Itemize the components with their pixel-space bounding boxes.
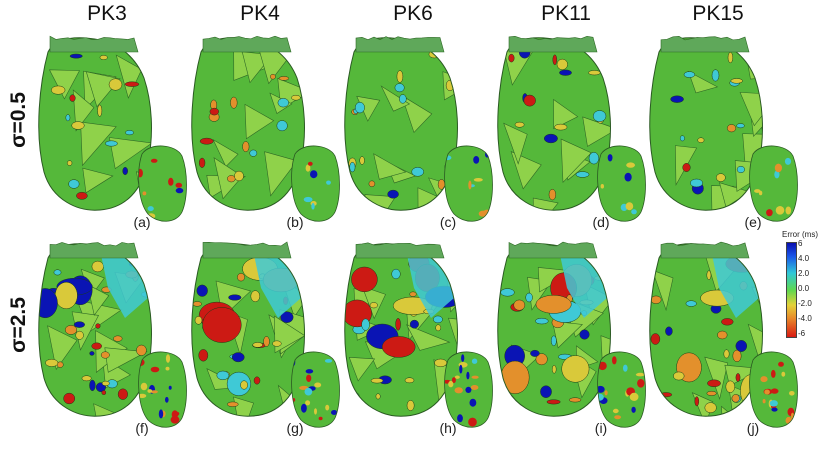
colorbar-tick: 4.0 xyxy=(798,254,810,263)
heart-panel xyxy=(641,22,801,232)
heart-error-map xyxy=(649,36,798,222)
heart-error-map xyxy=(38,242,187,428)
heart-panel xyxy=(30,22,190,232)
panel-label: (a) xyxy=(133,214,151,230)
colorbar-tick: -2.0 xyxy=(798,299,812,308)
colorbar-tick: -4.0 xyxy=(798,314,812,323)
heart-panel xyxy=(183,228,343,438)
column-title-pk6: PK6 xyxy=(393,2,433,25)
heart-error-map xyxy=(38,35,187,222)
panel-label: (e) xyxy=(744,214,762,230)
heart-panel xyxy=(641,228,801,438)
colorbar-gradient xyxy=(786,242,797,338)
heart-panel xyxy=(489,228,649,438)
heart-error-map xyxy=(497,35,646,222)
panel-label: (d) xyxy=(592,214,610,230)
panel-label: (c) xyxy=(439,214,457,230)
panel-label: (j) xyxy=(746,420,760,436)
panel-label: (i) xyxy=(594,420,608,436)
panel-label: (g) xyxy=(286,420,304,436)
panel-label: (b) xyxy=(286,214,304,230)
heart-panel xyxy=(183,22,343,232)
column-title-pk4: PK4 xyxy=(240,2,280,25)
heart-panel xyxy=(489,22,649,232)
colorbar-tick: 0.0 xyxy=(798,284,810,293)
colorbar-title: Error (ms) xyxy=(782,230,818,239)
heart-error-map xyxy=(344,242,493,428)
colorbar-tick: 6 xyxy=(798,239,803,248)
heart-error-map xyxy=(649,241,798,428)
heart-error-map xyxy=(497,241,646,428)
heart-error-map xyxy=(344,36,493,222)
colorbar-tick: -6 xyxy=(798,329,806,338)
heart-panel xyxy=(30,228,190,438)
error-colorbar: Error (ms) 6 4.0 2.0 0.0 -2.0 -4.0 -6 xyxy=(782,230,830,340)
panel-label: (h) xyxy=(439,420,457,436)
panel-label: (f) xyxy=(135,420,149,436)
heart-panel xyxy=(336,22,496,232)
heart-error-map xyxy=(191,241,340,428)
column-title-pk11: PK11 xyxy=(541,2,591,25)
heart-panel xyxy=(336,228,496,438)
heart-error-map xyxy=(191,35,340,222)
column-title-pk3: PK3 xyxy=(87,2,127,25)
colorbar-tick: 2.0 xyxy=(798,269,810,278)
column-title-pk15: PK15 xyxy=(692,2,744,25)
